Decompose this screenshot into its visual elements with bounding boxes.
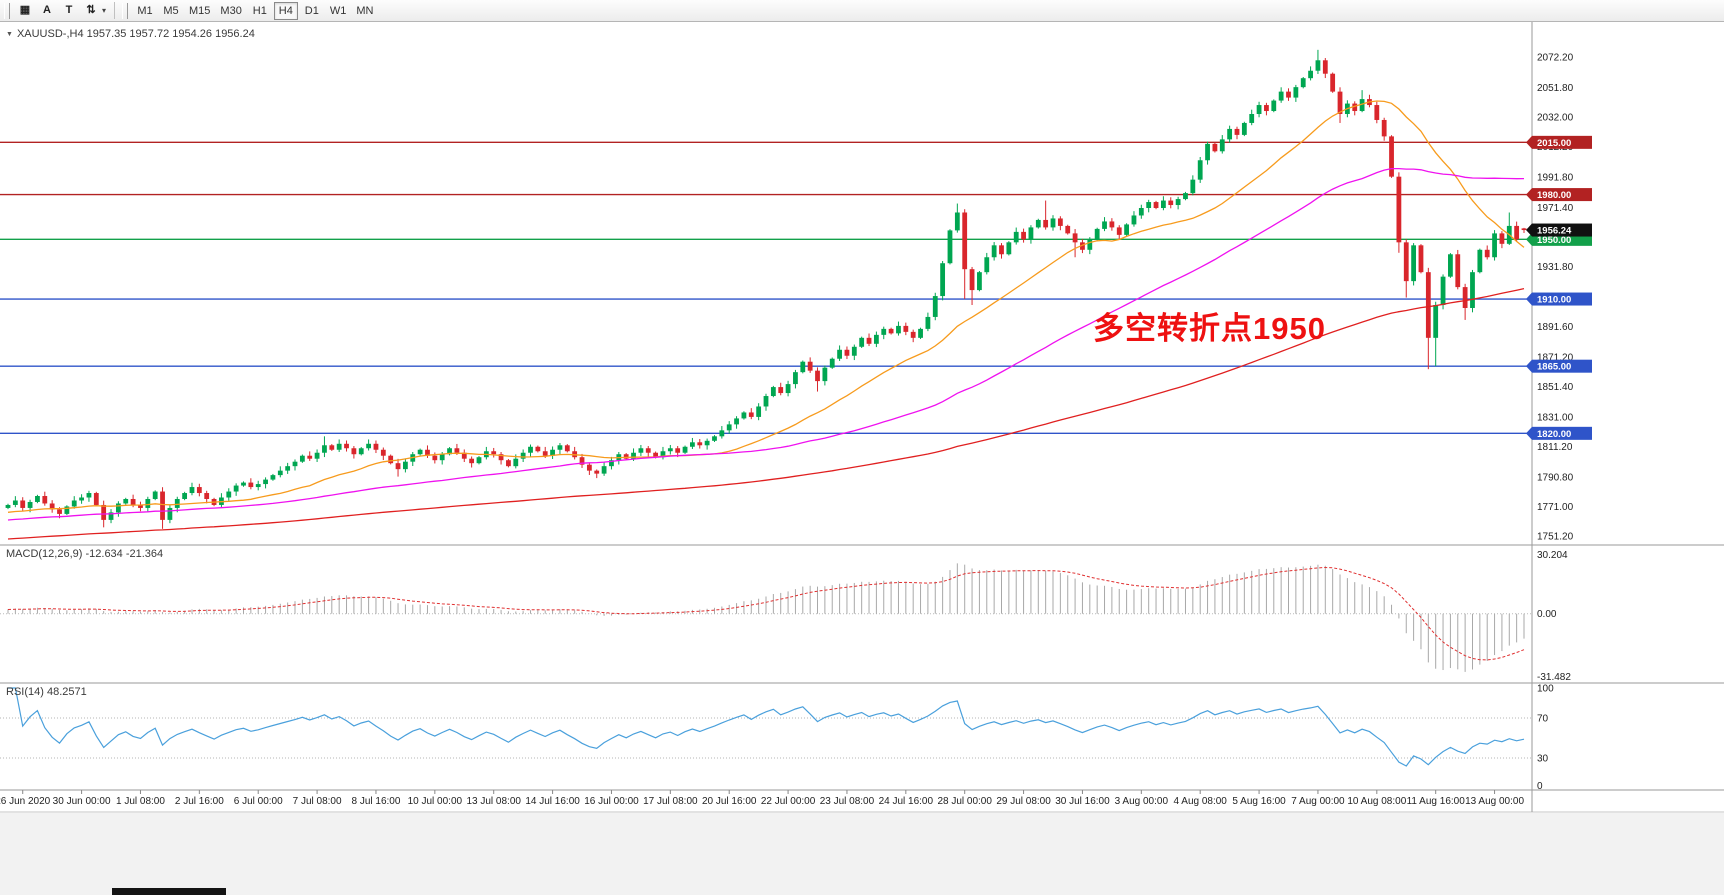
svg-text:20 Jul 16:00: 20 Jul 16:00	[702, 796, 757, 807]
cursor-tool-button[interactable]: A	[37, 1, 57, 20]
price-badges: 2015.00 1980.00 1950.00 1910.00 1865.00 1820.…	[1526, 135, 1592, 440]
svg-text:100: 100	[1537, 684, 1554, 695]
svg-text:22 Jul 00:00: 22 Jul 00:00	[761, 796, 816, 807]
svg-text:1931.80: 1931.80	[1537, 262, 1574, 273]
macd-histogram	[7, 563, 1525, 672]
timeframe-toolbar-grip[interactable]	[122, 2, 129, 19]
svg-text:1751.20: 1751.20	[1537, 532, 1574, 543]
svg-text:8 Jul 16:00: 8 Jul 16:00	[351, 796, 400, 807]
toolbar-grip[interactable]	[4, 2, 10, 19]
moving-average-55	[7, 167, 1525, 521]
svg-text:3 Aug 00:00: 3 Aug 00:00	[1115, 796, 1169, 807]
bottom-strip	[0, 813, 1724, 895]
moving-average-21	[7, 100, 1525, 513]
symbol-ohlc-text: XAUUSD-,H4 1957.35 1957.72 1954.26 1956.…	[16, 28, 255, 40]
level-lines[interactable]	[0, 141, 1532, 435]
svg-text:1851.40: 1851.40	[1537, 382, 1574, 393]
rsi-label: RSI(14) 48.2571	[6, 686, 87, 698]
svg-text:26 Jun 2020: 26 Jun 2020	[0, 796, 51, 807]
svg-text:30 Jul 16:00: 30 Jul 16:00	[1055, 796, 1110, 807]
svg-text:1956.24: 1956.24	[1537, 226, 1572, 237]
svg-text:1980.00: 1980.00	[1537, 190, 1571, 201]
svg-text:1811.20: 1811.20	[1537, 442, 1573, 453]
svg-text:5 Aug 16:00: 5 Aug 16:00	[1232, 796, 1286, 807]
svg-text:2032.00: 2032.00	[1537, 112, 1574, 123]
chart-style-button[interactable]: ▦	[15, 1, 35, 20]
moving-average-140	[7, 287, 1525, 540]
tf-button-m15[interactable]: M15	[185, 2, 214, 20]
svg-text:16 Jul 00:00: 16 Jul 00:00	[584, 796, 639, 807]
svg-text:7 Aug 00:00: 7 Aug 00:00	[1291, 796, 1345, 807]
tf-button-h1[interactable]: H1	[248, 2, 272, 20]
rsi-name: RSI(14)	[6, 686, 44, 698]
svg-text:6 Jul 00:00: 6 Jul 00:00	[234, 796, 283, 807]
rsi-value: 48.2571	[46, 686, 87, 698]
svg-text:30: 30	[1537, 754, 1549, 765]
svg-text:13 Aug 00:00: 13 Aug 00:00	[1465, 796, 1524, 807]
svg-text:24 Jul 16:00: 24 Jul 16:00	[879, 796, 934, 807]
tf-button-w1[interactable]: W1	[326, 2, 351, 20]
macd-label: MACD(12,26,9) -12.634 -21.364	[6, 548, 163, 560]
svg-text:28 Jul 00:00: 28 Jul 00:00	[937, 796, 992, 807]
time-axis[interactable]: 26 Jun 2020 30 Jun 00:00 1 Jul 08:00 2 Jul …	[0, 790, 1524, 807]
svg-text:17 Jul 08:00: 17 Jul 08:00	[643, 796, 698, 807]
svg-text:1891.60: 1891.60	[1537, 322, 1574, 333]
svg-text:1771.00: 1771.00	[1537, 502, 1574, 513]
tf-button-m30[interactable]: M30	[216, 2, 245, 20]
svg-text:10 Aug 08:00: 10 Aug 08:00	[1347, 796, 1406, 807]
dropdown-caret-icon[interactable]: ▾	[102, 6, 107, 15]
svg-text:1991.80: 1991.80	[1537, 172, 1574, 183]
svg-text:70: 70	[1537, 714, 1549, 725]
toolbar-separator	[114, 2, 116, 19]
collapse-triangle-icon[interactable]: ▼	[6, 31, 13, 38]
svg-text:11 Aug 16:00: 11 Aug 16:00	[1407, 796, 1466, 807]
svg-text:2051.80: 2051.80	[1537, 83, 1574, 94]
svg-text:14 Jul 16:00: 14 Jul 16:00	[525, 796, 580, 807]
tf-button-d1[interactable]: D1	[300, 2, 324, 20]
svg-text:1971.40: 1971.40	[1537, 203, 1574, 214]
svg-text:1820.00: 1820.00	[1537, 429, 1571, 440]
svg-text:1 Jul 08:00: 1 Jul 08:00	[116, 796, 165, 807]
chart-annotation[interactable]: 多空转折点1950	[1093, 311, 1326, 346]
svg-text:10 Jul 00:00: 10 Jul 00:00	[408, 796, 463, 807]
taskbar-peek	[112, 888, 226, 895]
svg-text:1831.00: 1831.00	[1537, 412, 1574, 423]
tf-button-m1[interactable]: M1	[133, 2, 157, 20]
svg-text:-31.482: -31.482	[1537, 672, 1571, 683]
svg-text:1910.00: 1910.00	[1537, 295, 1571, 306]
svg-text:13 Jul 08:00: 13 Jul 08:00	[466, 796, 521, 807]
svg-text:2015.00: 2015.00	[1537, 138, 1571, 149]
tf-button-mn[interactable]: MN	[352, 2, 377, 20]
svg-text:4 Aug 08:00: 4 Aug 08:00	[1173, 796, 1227, 807]
macd-signal-line	[7, 566, 1525, 661]
chart-title: ▼ XAUUSD-,H4 1957.35 1957.72 1954.26 1956…	[6, 28, 255, 40]
svg-text:30.204: 30.204	[1537, 550, 1568, 561]
svg-text:23 Jul 08:00: 23 Jul 08:00	[820, 796, 875, 807]
svg-text:0.00: 0.00	[1537, 609, 1557, 620]
candles-layer	[5, 49, 1527, 529]
macd-values: -12.634 -21.364	[85, 548, 164, 560]
tf-button-m5[interactable]: M5	[159, 2, 183, 20]
svg-text:29 Jul 08:00: 29 Jul 08:00	[996, 796, 1051, 807]
rsi-line	[8, 687, 1525, 767]
svg-text:1871.20: 1871.20	[1537, 352, 1574, 363]
tf-button-h4[interactable]: H4	[273, 1, 298, 20]
text-tool-button[interactable]: T	[59, 1, 79, 20]
macd-name: MACD(12,26,9)	[6, 548, 83, 560]
svg-text:2 Jul 16:00: 2 Jul 16:00	[175, 796, 224, 807]
svg-text:2072.20: 2072.20	[1537, 53, 1574, 64]
svg-text:0: 0	[1537, 781, 1543, 792]
top-toolbar: ▦ A T ⇅ ▾ M1 M5 M15 M30 H1 H4 D1 W1 MN	[0, 0, 1724, 22]
arrange-button[interactable]: ⇅	[81, 1, 101, 20]
svg-text:1865.00: 1865.00	[1537, 362, 1571, 373]
svg-text:30 Jun 00:00: 30 Jun 00:00	[53, 796, 111, 807]
svg-text:1950.00: 1950.00	[1537, 235, 1571, 246]
svg-text:7 Jul 08:00: 7 Jul 08:00	[293, 796, 342, 807]
svg-text:1790.80: 1790.80	[1537, 472, 1574, 483]
